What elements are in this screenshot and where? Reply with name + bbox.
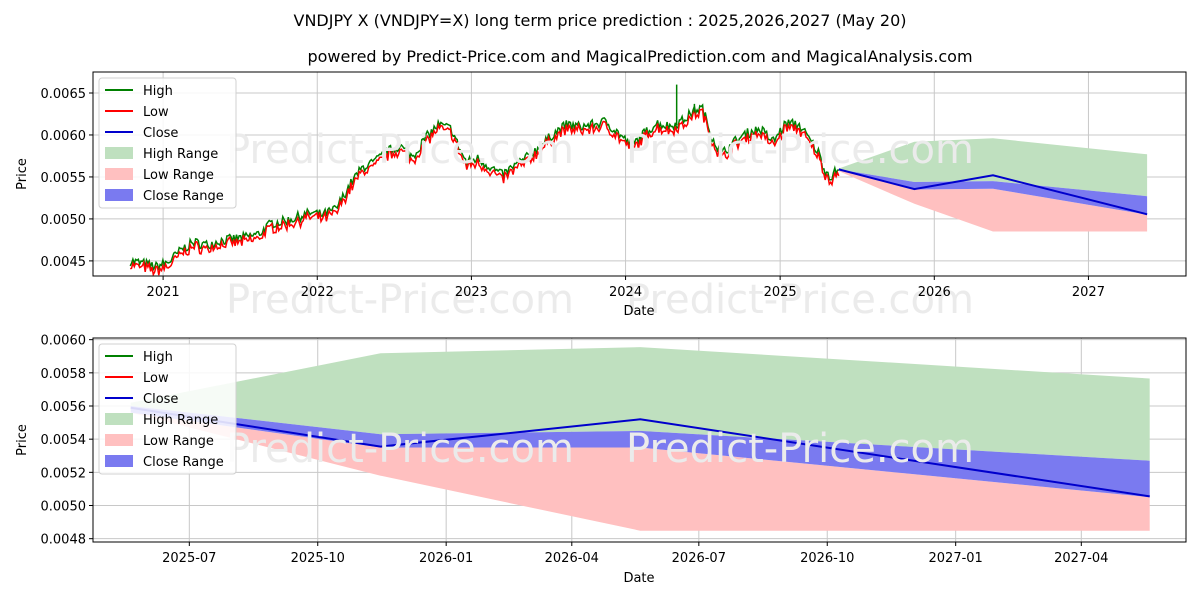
close-range-band bbox=[838, 169, 1148, 215]
legend-label: Close Range bbox=[143, 455, 224, 470]
top-chart-x-ticks: 2021 2022 2023 2024 2025 2026 2027 bbox=[147, 276, 1105, 300]
x-tick-label: 2024 bbox=[609, 285, 642, 300]
y-tick-label: 0.0056 bbox=[41, 400, 87, 415]
legend-box bbox=[98, 343, 237, 475]
legend-label: Close bbox=[143, 392, 178, 407]
x-tick-label: 2021 bbox=[147, 285, 180, 300]
bottom-chart-y-axis-label: Price bbox=[15, 424, 30, 456]
bottom-chart-legend: High Low Close High Range Low Range Close Ran… bbox=[98, 343, 237, 475]
y-tick-label: 0.0050 bbox=[41, 213, 87, 228]
x-tick-label: 2025-10 bbox=[291, 551, 345, 566]
x-tick-label: 2025-07 bbox=[162, 551, 216, 566]
legend-label: High bbox=[143, 84, 173, 99]
legend-box bbox=[98, 77, 237, 209]
x-tick-label: 2026-01 bbox=[419, 551, 473, 566]
x-tick-label: 2027 bbox=[1072, 285, 1105, 300]
top-chart-plot-area bbox=[129, 84, 1148, 277]
low-series-line bbox=[130, 107, 840, 277]
y-tick-label: 0.0060 bbox=[41, 334, 87, 349]
watermark: Predict-Price.com bbox=[226, 277, 574, 323]
legend-label: Low Range bbox=[143, 434, 214, 449]
legend-swatch bbox=[105, 455, 133, 467]
high-series-line bbox=[129, 103, 839, 272]
legend-label: High bbox=[143, 350, 173, 365]
legend-label: Low bbox=[143, 105, 169, 120]
y-tick-label: 0.0065 bbox=[41, 87, 87, 102]
legend-label: Low Range bbox=[143, 168, 214, 183]
top-chart-frame bbox=[92, 71, 1187, 277]
y-tick-label: 0.0060 bbox=[41, 129, 87, 144]
top-chart-x-axis-label: Date bbox=[623, 304, 654, 319]
x-tick-label: 2022 bbox=[301, 285, 334, 300]
legend-label: High Range bbox=[143, 147, 218, 162]
legend-swatch bbox=[105, 434, 133, 446]
low-range-band bbox=[838, 170, 1148, 232]
legend-swatch bbox=[105, 413, 133, 425]
watermark: Predict-Price.com bbox=[626, 127, 974, 173]
close-forecast-line bbox=[130, 406, 1150, 498]
top-chart: Predict-Price.com Predict-Price.com Pred… bbox=[15, 71, 1187, 323]
y-tick-label: 0.0048 bbox=[41, 533, 87, 548]
watermark: Predict-Price.com bbox=[226, 127, 574, 173]
legend-swatch bbox=[105, 168, 133, 180]
close-range-band bbox=[130, 406, 1150, 498]
x-tick-label: 2026-10 bbox=[800, 551, 854, 566]
x-tick-label: 2023 bbox=[455, 285, 488, 300]
bottom-chart-watermarks: Predict-Price.com Predict-Price.com bbox=[226, 426, 974, 472]
legend-label: Close Range bbox=[143, 189, 224, 204]
bottom-chart-x-ticks: 2025-07 2025-10 2026-01 2026-04 2026-07 2026-… bbox=[162, 542, 1108, 566]
low-range-band bbox=[130, 412, 1150, 531]
top-chart-y-ticks: 0.0045 0.0050 0.0055 0.0060 0.0065 bbox=[41, 87, 93, 270]
bottom-chart: Predict-Price.com Predict-Price.com 2025… bbox=[15, 334, 1187, 586]
y-tick-label: 0.0055 bbox=[41, 171, 87, 186]
top-chart-watermarks: Predict-Price.com Predict-Price.com Pred… bbox=[226, 127, 974, 323]
x-tick-label: 2026-07 bbox=[672, 551, 726, 566]
y-tick-label: 0.0058 bbox=[41, 367, 87, 382]
x-tick-label: 2026-04 bbox=[545, 551, 599, 566]
y-tick-label: 0.0045 bbox=[41, 255, 87, 270]
x-tick-label: 2027-04 bbox=[1054, 551, 1108, 566]
top-chart-legend: High Low Close High Range Low Range Close Ran… bbox=[98, 77, 237, 209]
y-tick-label: 0.0054 bbox=[41, 433, 87, 448]
high-range-band bbox=[130, 347, 1150, 461]
high-range-band bbox=[838, 138, 1148, 197]
x-tick-label: 2026 bbox=[918, 285, 951, 300]
bottom-chart-x-axis-label: Date bbox=[623, 571, 654, 586]
x-tick-label: 2027-01 bbox=[929, 551, 983, 566]
legend-swatch bbox=[105, 147, 133, 159]
legend-label: Low bbox=[143, 371, 169, 386]
bottom-chart-plot-area bbox=[130, 347, 1150, 531]
y-tick-label: 0.0052 bbox=[41, 466, 87, 481]
close-forecast-line bbox=[838, 168, 1148, 216]
legend-swatch bbox=[105, 189, 133, 201]
watermark: Predict-Price.com bbox=[626, 426, 974, 472]
bottom-chart-y-ticks: 0.0048 0.0050 0.0052 0.0054 0.0056 0.0058 0.00… bbox=[41, 334, 93, 548]
watermark: Predict-Price.com bbox=[626, 277, 974, 323]
legend-label: High Range bbox=[143, 413, 218, 428]
legend-label: Close bbox=[143, 126, 178, 141]
chart-title: VNDJPY X (VNDJPY=X) long term price pred… bbox=[294, 11, 907, 30]
top-chart-y-axis-label: Price bbox=[15, 158, 30, 190]
bottom-chart-frame bbox=[92, 337, 1187, 543]
y-tick-label: 0.0050 bbox=[41, 500, 87, 515]
x-tick-label: 2025 bbox=[764, 285, 797, 300]
chart-subtitle: powered by Predict-Price.com and Magical… bbox=[307, 47, 972, 66]
watermark: Predict-Price.com bbox=[226, 426, 574, 472]
